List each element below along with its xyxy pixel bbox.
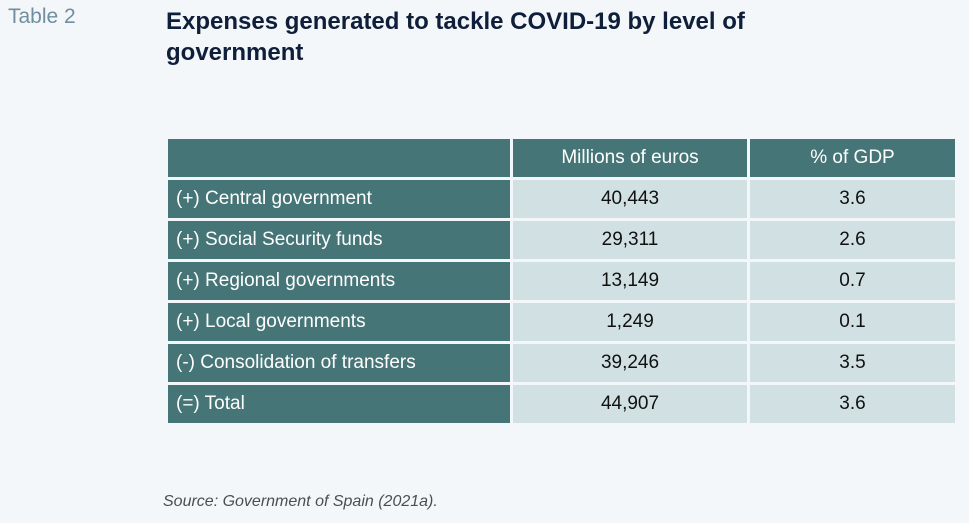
header-millions-of-euros: Millions of euros xyxy=(513,139,747,177)
row-label: (+) Regional governments xyxy=(168,262,510,300)
table-row: (+) Regional governments 13,149 0.7 xyxy=(168,262,955,300)
source-note: Source: Government of Spain (2021a). xyxy=(163,493,438,510)
row-label: (+) Social Security funds xyxy=(168,221,510,259)
table-row: (+) Central government 40,443 3.6 xyxy=(168,180,955,218)
pct-gdp-cell: 3.6 xyxy=(750,180,955,218)
pct-gdp-cell: 3.5 xyxy=(750,344,955,382)
pct-gdp-cell: 0.7 xyxy=(750,262,955,300)
millions-eur-cell: 39,246 xyxy=(513,344,747,382)
table-row-total: (=) Total 44,907 3.6 xyxy=(168,385,955,423)
millions-eur-cell: 29,311 xyxy=(513,221,747,259)
header-pct-of-gdp: % of GDP xyxy=(750,139,955,177)
pct-gdp-cell: 2.6 xyxy=(750,221,955,259)
row-label: (+) Central government xyxy=(168,180,510,218)
table-number-label: Table 2 xyxy=(8,5,76,28)
millions-eur-cell: 40,443 xyxy=(513,180,747,218)
row-label: (-) Consolidation of transfers xyxy=(168,344,510,382)
table-row: (+) Local governments 1,249 0.1 xyxy=(168,303,955,341)
millions-eur-cell: 1,249 xyxy=(513,303,747,341)
table-header-row: Millions of euros % of GDP xyxy=(168,139,955,177)
header-empty-cell xyxy=(168,139,510,177)
row-label: (=) Total xyxy=(168,385,510,423)
table-title: Expenses generated to tackle COVID-19 by… xyxy=(166,8,745,66)
pct-gdp-cell: 3.6 xyxy=(750,385,955,423)
millions-eur-cell: 13,149 xyxy=(513,262,747,300)
expenses-table: Millions of euros % of GDP (+) Central g… xyxy=(165,136,958,426)
row-label: (+) Local governments xyxy=(168,303,510,341)
pct-gdp-cell: 0.1 xyxy=(750,303,955,341)
table-row: (-) Consolidation of transfers 39,246 3.… xyxy=(168,344,955,382)
table-row: (+) Social Security funds 29,311 2.6 xyxy=(168,221,955,259)
millions-eur-cell: 44,907 xyxy=(513,385,747,423)
